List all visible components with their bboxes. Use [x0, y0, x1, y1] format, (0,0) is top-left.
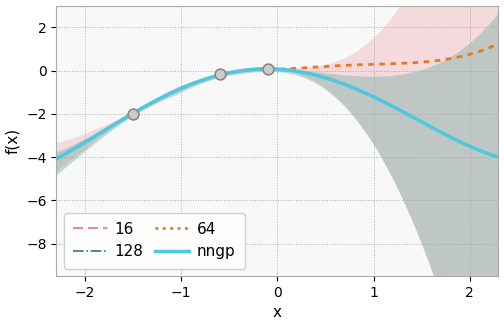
Point	[129, 111, 137, 116]
Legend: 16, 128, 64, nngp: 16, 128, 64, nngp	[64, 213, 244, 269]
X-axis label: x: x	[273, 305, 282, 320]
Y-axis label: f(x): f(x)	[6, 128, 21, 154]
Point	[264, 67, 272, 72]
Point	[216, 71, 224, 76]
